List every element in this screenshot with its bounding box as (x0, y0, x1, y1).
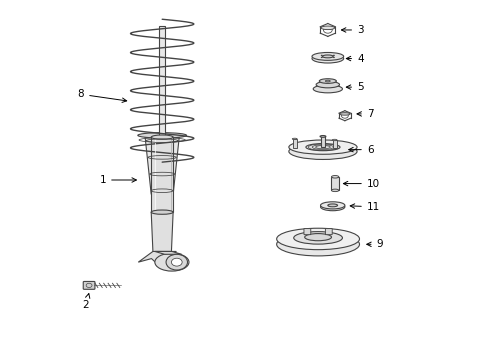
Circle shape (333, 57, 335, 58)
Ellipse shape (151, 210, 173, 214)
Ellipse shape (320, 203, 345, 211)
Ellipse shape (312, 54, 343, 63)
Ellipse shape (319, 79, 336, 84)
Circle shape (166, 254, 188, 270)
FancyBboxPatch shape (151, 137, 173, 212)
Text: 10: 10 (343, 179, 380, 189)
FancyBboxPatch shape (304, 229, 311, 235)
Text: 7: 7 (357, 109, 373, 119)
Text: 5: 5 (346, 82, 364, 92)
Text: 3: 3 (342, 25, 364, 35)
Ellipse shape (322, 55, 333, 58)
Ellipse shape (138, 133, 187, 138)
Ellipse shape (306, 144, 340, 151)
FancyBboxPatch shape (325, 229, 332, 235)
Ellipse shape (277, 228, 360, 249)
Ellipse shape (328, 204, 338, 207)
Ellipse shape (155, 253, 189, 271)
FancyBboxPatch shape (320, 136, 325, 147)
Ellipse shape (151, 135, 173, 139)
Ellipse shape (340, 113, 350, 115)
Ellipse shape (331, 176, 339, 178)
Text: 1: 1 (99, 175, 136, 185)
Polygon shape (145, 137, 179, 194)
Circle shape (321, 55, 323, 56)
Ellipse shape (331, 189, 339, 192)
Ellipse shape (320, 202, 345, 209)
Circle shape (172, 258, 182, 266)
FancyBboxPatch shape (293, 139, 296, 148)
Circle shape (321, 57, 323, 58)
Text: 11: 11 (350, 202, 380, 212)
Ellipse shape (316, 81, 340, 88)
FancyBboxPatch shape (333, 140, 337, 148)
Ellipse shape (312, 53, 343, 60)
Text: 4: 4 (346, 54, 364, 64)
Polygon shape (151, 212, 173, 251)
Polygon shape (155, 251, 182, 254)
Text: 6: 6 (349, 145, 373, 155)
Text: 9: 9 (367, 239, 383, 249)
Ellipse shape (277, 233, 360, 256)
Ellipse shape (332, 139, 337, 141)
Ellipse shape (294, 231, 343, 244)
Ellipse shape (305, 234, 331, 241)
Ellipse shape (320, 135, 326, 137)
Polygon shape (138, 251, 176, 267)
Text: 2: 2 (82, 293, 90, 310)
Ellipse shape (321, 26, 335, 30)
Ellipse shape (325, 80, 330, 82)
FancyBboxPatch shape (83, 282, 95, 289)
Circle shape (333, 55, 335, 56)
Ellipse shape (289, 143, 357, 159)
FancyBboxPatch shape (331, 177, 339, 190)
Text: 8: 8 (77, 89, 127, 103)
Ellipse shape (292, 138, 297, 140)
Ellipse shape (313, 85, 343, 93)
Ellipse shape (289, 140, 357, 154)
FancyBboxPatch shape (159, 26, 165, 137)
